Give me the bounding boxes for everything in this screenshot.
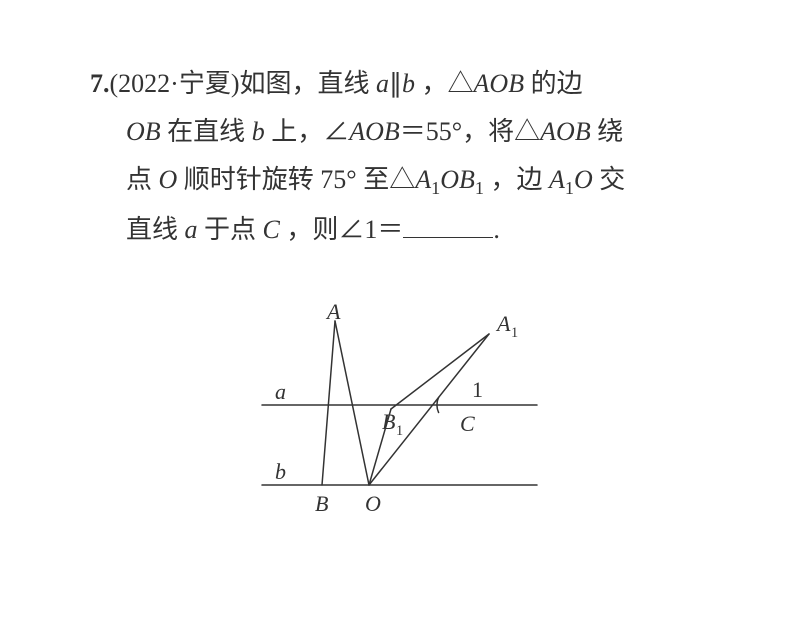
svg-text:1: 1	[472, 377, 483, 402]
t12: 直线	[126, 215, 185, 244]
sub1a: 1	[431, 178, 440, 198]
line4: 直线 a 于点 C ，则∠1＝.	[90, 206, 704, 254]
svg-text:C: C	[460, 411, 475, 436]
sub1c: 1	[565, 178, 574, 198]
t7: 绕	[591, 117, 624, 146]
var-a1: A	[415, 165, 431, 194]
t5: 上，∠	[265, 117, 350, 146]
figure-container: AA1abB11CBO	[90, 289, 704, 539]
parallel: ∥	[389, 69, 402, 98]
svg-text:A: A	[325, 299, 341, 324]
t4: 在直线	[161, 117, 252, 146]
t2: ，△	[415, 69, 474, 98]
var-aob2: AOB	[349, 117, 400, 146]
var-o: O	[159, 165, 178, 194]
svg-text:a: a	[275, 379, 286, 404]
svg-text:b: b	[275, 459, 286, 484]
answer-blank	[403, 212, 493, 238]
problem-text: 7.(2022·宁夏)如图，直线 a∥b ，△AOB 的边 OB 在直线 b 上…	[90, 60, 704, 254]
geometry-figure: AA1abB11CBO	[227, 289, 567, 539]
var-o3: O	[574, 165, 593, 194]
t15: .	[493, 215, 500, 244]
problem-number: 7.	[90, 69, 110, 98]
source-suffix: 宁夏)	[179, 69, 240, 98]
svg-text:A: A	[495, 311, 511, 336]
t11: 交	[593, 165, 626, 194]
var-o2: O	[440, 165, 459, 194]
var-ob: OB	[126, 117, 161, 146]
var-a: a	[376, 69, 389, 98]
source-dot: ·	[170, 69, 179, 98]
var-b1: B	[459, 165, 475, 194]
line3: 点 O 顺时针旋转 75° 至△A1OB1 ，边 A1O 交	[90, 156, 704, 206]
var-a2: a	[185, 215, 198, 244]
var-aob: AOB	[474, 69, 525, 98]
var-b: b	[402, 69, 415, 98]
t1: 如图，直线	[240, 69, 377, 98]
svg-text:1: 1	[511, 325, 518, 341]
line2: OB 在直线 b 上，∠AOB＝55°，将△AOB 绕	[90, 108, 704, 156]
svg-text:1: 1	[396, 423, 403, 439]
svg-text:B: B	[315, 491, 328, 516]
var-a1b: A	[549, 165, 565, 194]
var-c: C	[263, 215, 280, 244]
t9: 顺时针旋转 75° 至△	[177, 165, 415, 194]
t3: 的边	[524, 69, 583, 98]
sub1b: 1	[475, 178, 484, 198]
t13: 于点	[198, 215, 263, 244]
var-b2: b	[252, 117, 265, 146]
t6: ＝55°，将△	[400, 117, 540, 146]
source-prefix: (2022	[110, 69, 171, 98]
var-aob3: AOB	[540, 117, 591, 146]
t8: 点	[126, 165, 159, 194]
t10: ，边	[484, 165, 549, 194]
t14: ，则∠1＝	[280, 215, 404, 244]
svg-text:B: B	[382, 409, 395, 434]
svg-text:O: O	[365, 491, 381, 516]
